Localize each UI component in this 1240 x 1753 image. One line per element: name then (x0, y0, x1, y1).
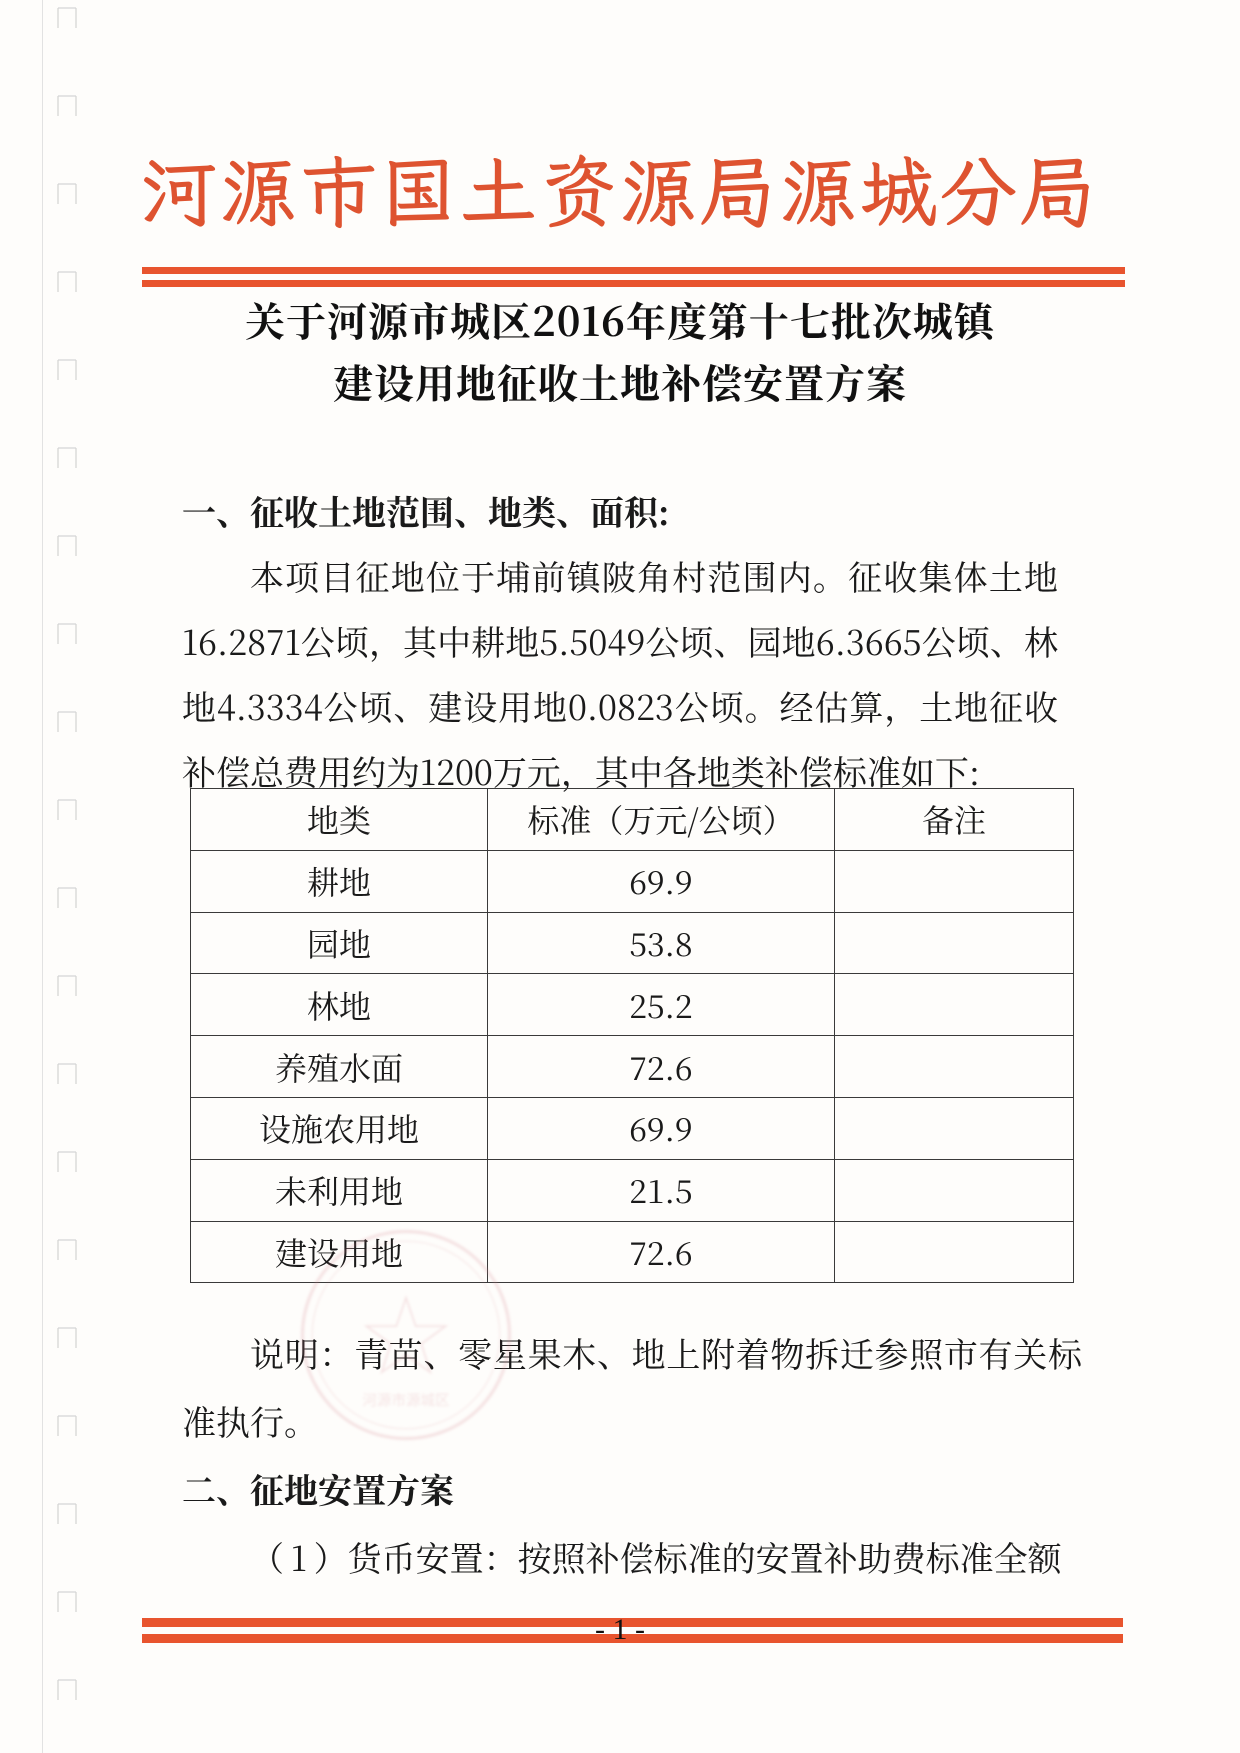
svg-text:河源市源城区: 河源市源城区 (362, 1389, 449, 1410)
